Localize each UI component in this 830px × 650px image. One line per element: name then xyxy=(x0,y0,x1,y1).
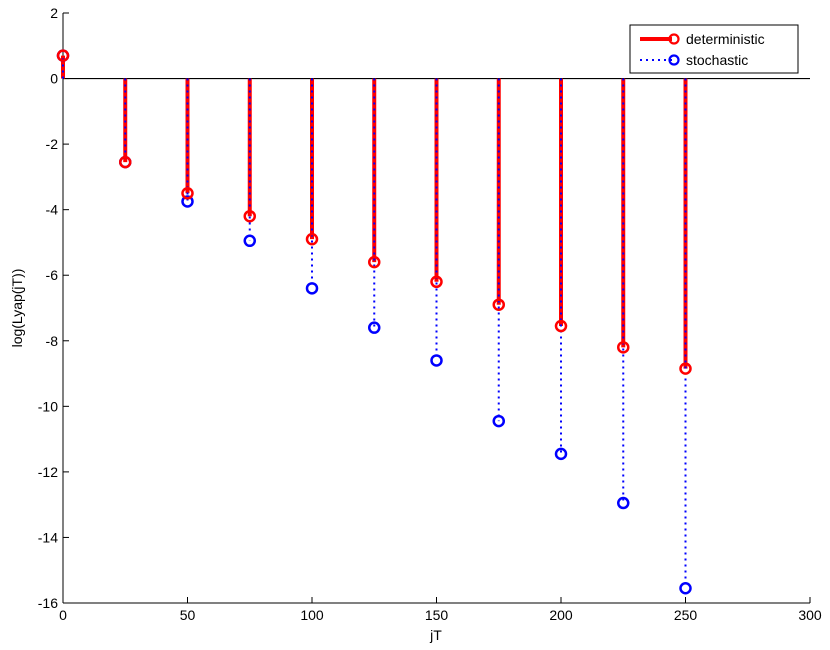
stem-series xyxy=(56,49,692,595)
legend-label-stochastic: stochastic xyxy=(686,52,748,68)
y-tick-label: 2 xyxy=(50,5,58,21)
tick-labels: 0 50 100 150 200 250 300 -16 -14 -12 -10 -8 -6 -4 -2 0 2 xyxy=(38,5,822,623)
deterministic-marker xyxy=(243,209,256,223)
legend: deterministic stochastic xyxy=(629,24,799,74)
x-axis-label: jT xyxy=(429,627,442,643)
y-axis-label: log(Lyap(jT)) xyxy=(9,269,25,348)
y-tick-label: -14 xyxy=(38,529,58,545)
legend-marker-stochastic xyxy=(668,54,680,66)
x-tick-label: 0 xyxy=(59,607,67,623)
legend-label-deterministic: deterministic xyxy=(686,31,765,47)
stochastic-marker xyxy=(368,321,381,334)
stochastic-marker xyxy=(554,447,568,461)
y-tick-label: -6 xyxy=(46,267,59,283)
stochastic-marker xyxy=(492,414,505,428)
stochastic-marker xyxy=(181,195,194,208)
y-tick-label: -8 xyxy=(46,333,59,349)
deterministic-marker xyxy=(492,298,505,311)
x-tick-label: 250 xyxy=(674,607,698,623)
deterministic-marker xyxy=(617,341,630,354)
stochastic-marker xyxy=(679,582,692,595)
legend-marker-deterministic xyxy=(668,33,680,45)
markers-deterministic xyxy=(56,49,692,375)
x-tick-label: 200 xyxy=(549,607,573,623)
legend-box xyxy=(629,24,799,74)
deterministic-marker xyxy=(119,155,132,169)
y-tick-label: -12 xyxy=(38,464,58,480)
y-tick-label: 0 xyxy=(50,71,58,87)
x-tick-label: 150 xyxy=(425,607,449,623)
deterministic-marker xyxy=(679,362,692,375)
deterministic-marker xyxy=(430,275,443,289)
y-tick-label: -2 xyxy=(46,136,59,152)
deterministic-marker xyxy=(554,319,568,333)
x-tick-label: 300 xyxy=(798,607,822,623)
x-tick-label: 100 xyxy=(300,607,324,623)
y-tick-label: -10 xyxy=(38,398,58,414)
stochastic-marker xyxy=(430,354,443,367)
x-tick-label: 50 xyxy=(180,607,196,623)
stochastic-marker xyxy=(305,282,319,295)
stochastic-marker xyxy=(243,234,256,248)
deterministic-marker xyxy=(368,255,381,269)
y-tick-label: -16 xyxy=(38,595,58,611)
deterministic-marker xyxy=(181,187,194,200)
stochastic-marker xyxy=(617,496,630,510)
y-tick-label: -4 xyxy=(46,202,59,218)
deterministic-marker xyxy=(305,232,319,246)
deterministic-marker xyxy=(56,49,70,62)
